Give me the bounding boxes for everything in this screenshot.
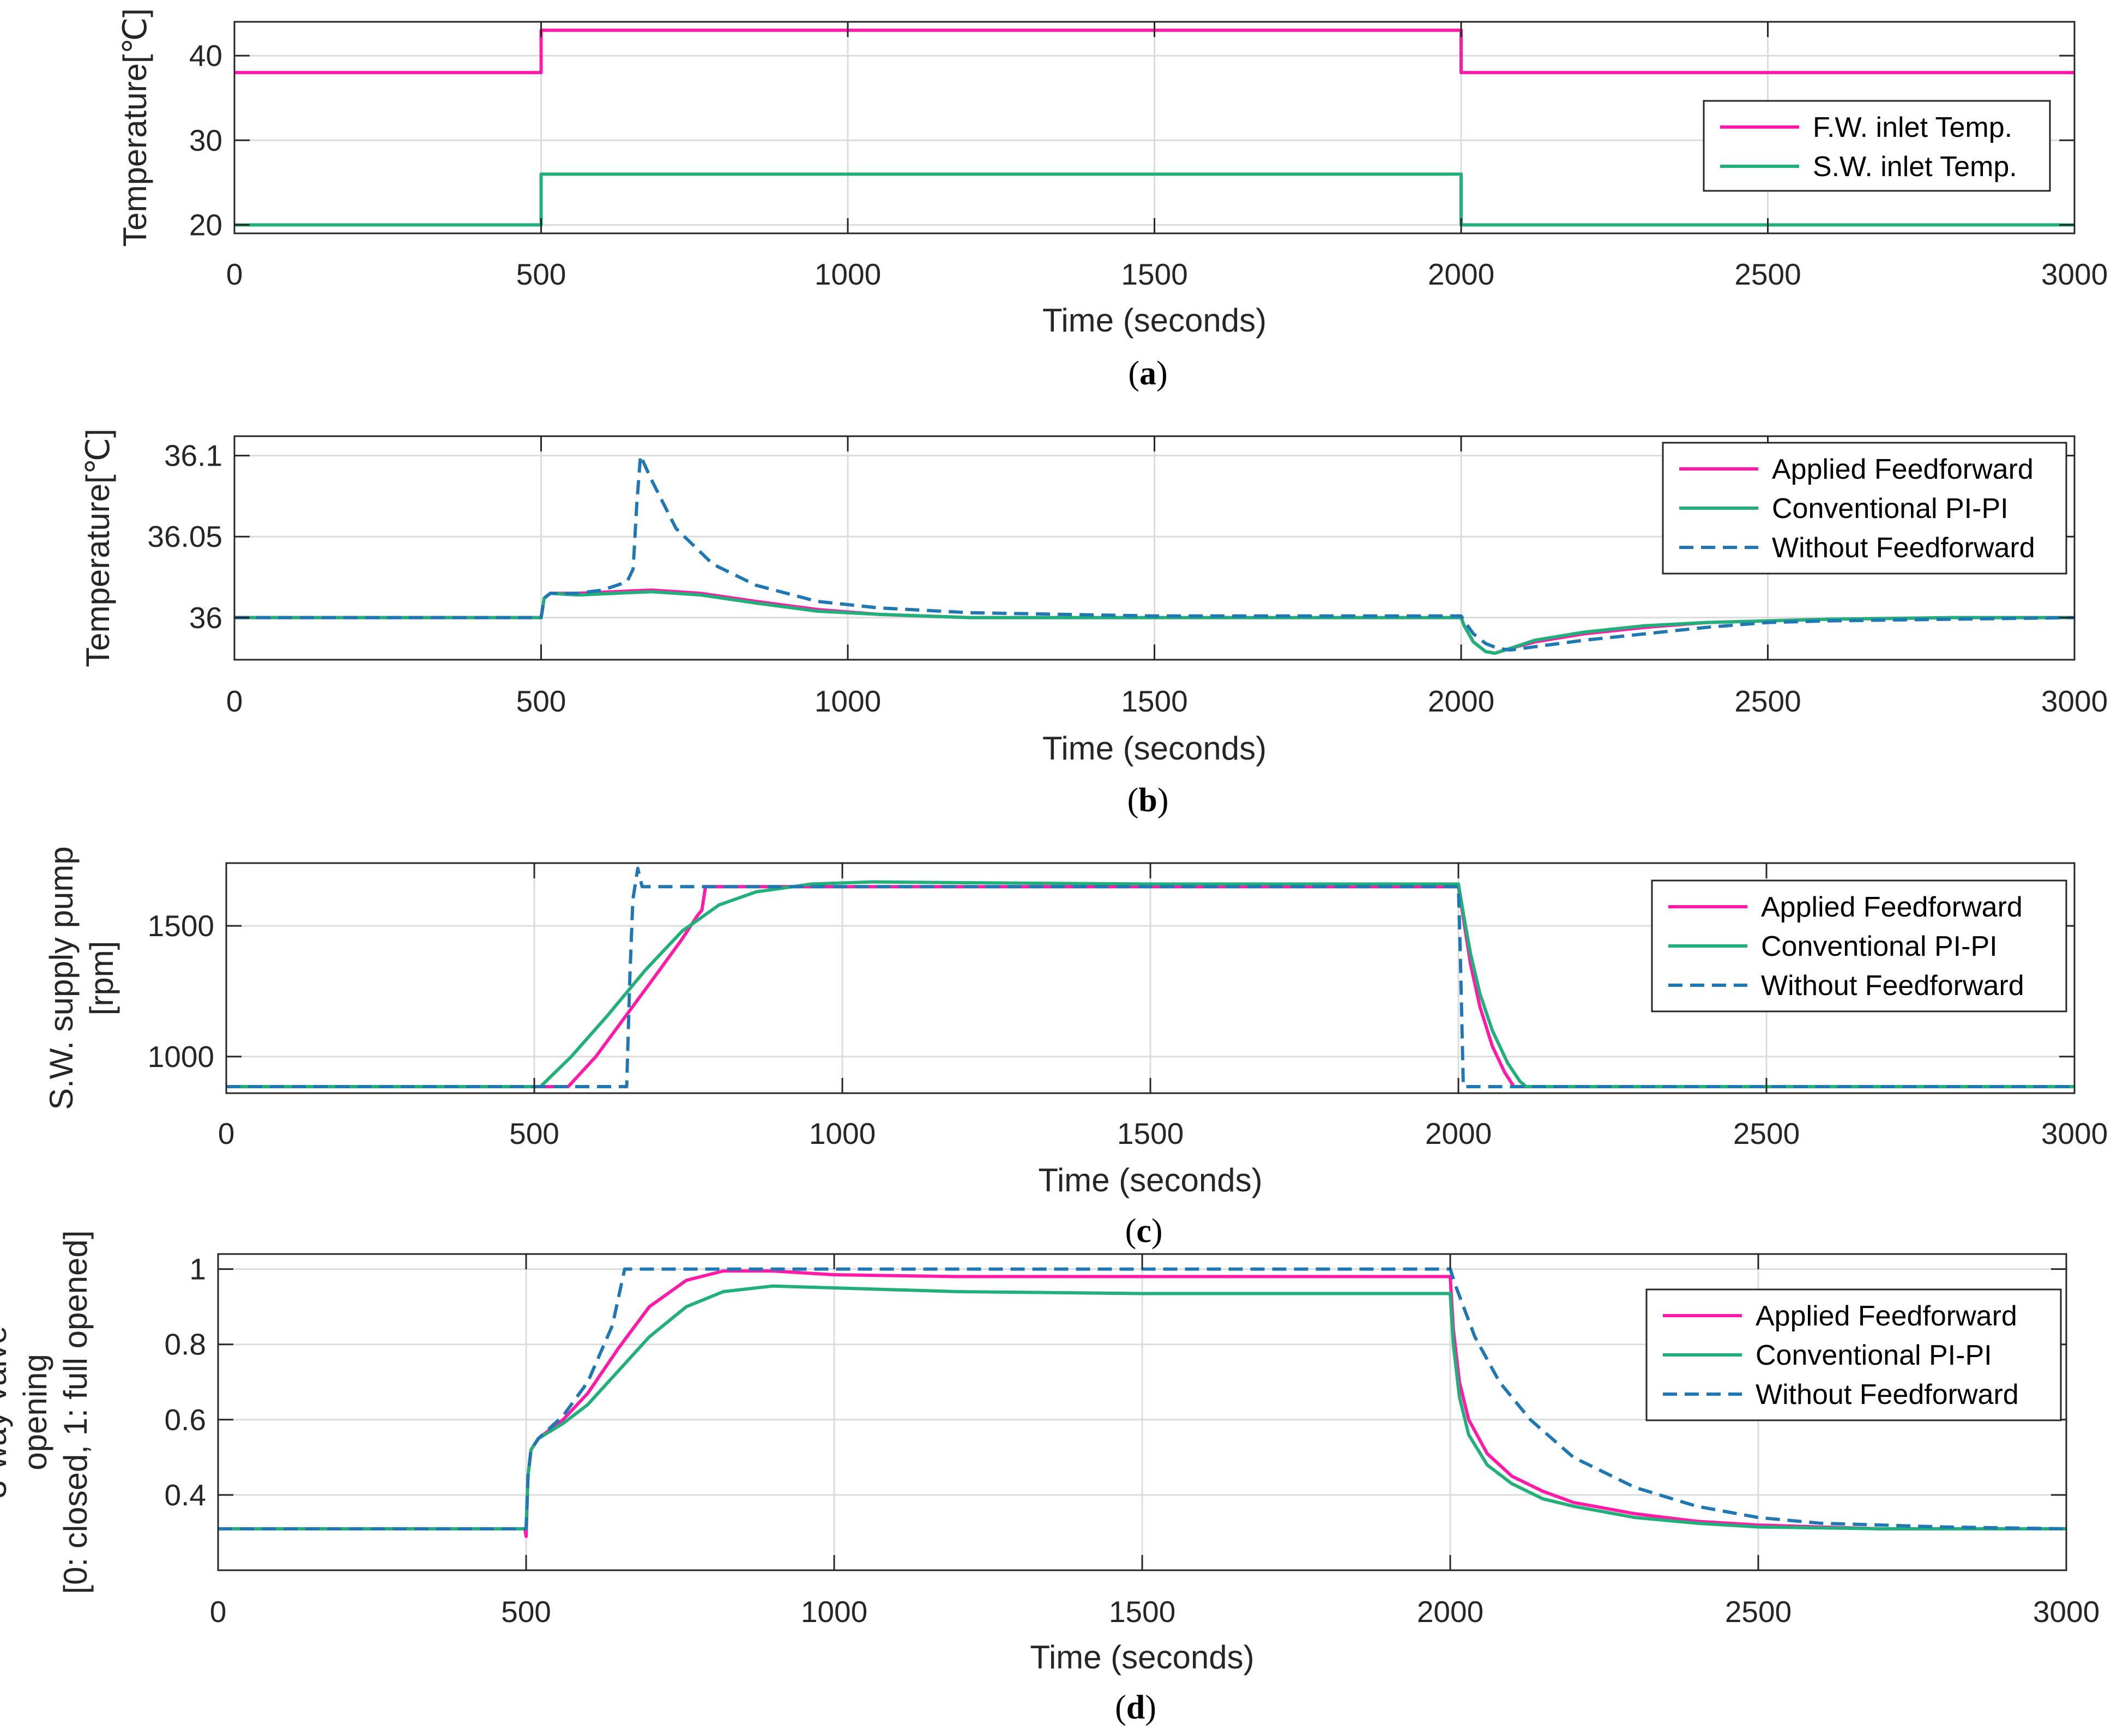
y-tick-label: 1000 bbox=[148, 1040, 214, 1074]
x-tick-label: 1500 bbox=[1121, 257, 1187, 291]
series-group-c bbox=[226, 866, 2074, 1088]
y-tick-label: 1500 bbox=[148, 909, 214, 943]
series-group-b bbox=[234, 454, 2074, 655]
x-tick-label: 1000 bbox=[801, 1595, 867, 1629]
x-tick-label: 3000 bbox=[2041, 257, 2108, 291]
legend-a: F.W. inlet Temp. S.W. inlet Temp. bbox=[1703, 100, 2051, 192]
x-axis-label: Time (seconds) bbox=[1042, 730, 1266, 767]
chart-panel-b: 0 500 1000 1500 2000 2500 3000 36 36.05 36.1 Time … bbox=[80, 429, 2108, 819]
x-tick-label: 2500 bbox=[1725, 1595, 1792, 1629]
series-line-f-w-inlet-temp- bbox=[234, 28, 2074, 75]
legend-entry-label: Conventional PI-PI bbox=[1772, 493, 2009, 525]
x-tick-label: 3000 bbox=[2033, 1595, 2100, 1629]
x-tick-label: 1500 bbox=[1117, 1117, 1184, 1150]
x-tick-label: 0 bbox=[226, 257, 243, 291]
legend-d: Applied Feedforward Conventional PI-PI Wit… bbox=[1645, 1288, 2062, 1421]
legend-entry-label: F.W. inlet Temp. bbox=[1813, 112, 2012, 143]
legend-entry-label: S.W. inlet Temp. bbox=[1813, 151, 2017, 183]
series-line-conventional-pi-pi bbox=[226, 880, 2074, 1088]
x-tick-label: 1500 bbox=[1109, 1595, 1175, 1629]
panel-label: (c) bbox=[1125, 1213, 1163, 1250]
y-tick-label: 30 bbox=[189, 123, 222, 157]
x-tick-label: 0 bbox=[210, 1595, 227, 1629]
legend-c: Applied Feedforward Conventional PI-PI Wit… bbox=[1651, 879, 2067, 1012]
chart-panel-a: 0 500 1000 1500 2000 2500 3000 20 30 40 Time (seco… bbox=[117, 8, 2108, 392]
x-tick-label: 2500 bbox=[1733, 1117, 1800, 1150]
y-tick-label: 0.4 bbox=[165, 1478, 206, 1512]
y-axis-label: Temperature[℃] bbox=[80, 429, 116, 667]
legend-entry-label: Conventional PI-PI bbox=[1756, 1340, 1992, 1371]
series-line-s-w-inlet-temp- bbox=[234, 172, 2074, 227]
y-tick-label: 36.05 bbox=[147, 520, 222, 553]
series-line-without-feedforward bbox=[234, 454, 2074, 652]
x-tick-label: 2500 bbox=[1734, 684, 1801, 718]
x-tick-label: 500 bbox=[509, 1117, 559, 1150]
x-tick-label: 2000 bbox=[1428, 257, 1494, 291]
legend-entry-label: Applied Feedforward bbox=[1756, 1300, 2017, 1332]
x-axis-label: Time (seconds) bbox=[1038, 1162, 1262, 1198]
x-tick-label: 500 bbox=[501, 1595, 551, 1629]
legend-entry-label: Without Feedforward bbox=[1761, 970, 2024, 1002]
chart-panel-d: 0 500 1000 1500 2000 2500 3000 0.4 0.6 0.8 1 Time (… bbox=[0, 1230, 2100, 1726]
legend-entry-label: Applied Feedforward bbox=[1772, 454, 2034, 485]
x-tick-label: 500 bbox=[516, 684, 566, 718]
x-tick-label: 0 bbox=[226, 684, 243, 718]
y-tick-label: 0.8 bbox=[165, 1328, 206, 1361]
x-tick-label: 1000 bbox=[815, 684, 881, 718]
y-axis-label: S.W. supply pump [rpm] bbox=[43, 846, 120, 1110]
y-tick-label: 0.6 bbox=[165, 1403, 206, 1437]
legend-entry-label: Without Feedforward bbox=[1756, 1379, 2019, 1410]
x-tick-label: 2000 bbox=[1428, 684, 1494, 718]
chart-panel-c: 0 500 1000 1500 2000 2500 3000 1000 1500 Time (se… bbox=[43, 846, 2108, 1250]
y-tick-label: 40 bbox=[189, 39, 222, 73]
legend-entry-label: Applied Feedforward bbox=[1761, 891, 2023, 923]
legend-entry-label: Without Feedforward bbox=[1772, 532, 2035, 564]
y-axis-label: 3-way valve opening [0: closed, 1: full op… bbox=[0, 1230, 94, 1594]
series-line-without-feedforward bbox=[226, 866, 2074, 1088]
series-group-a bbox=[234, 28, 2074, 227]
panel-label: (b) bbox=[1127, 782, 1169, 819]
panel-label: (a) bbox=[1128, 355, 1167, 392]
x-tick-label: 1500 bbox=[1121, 684, 1187, 718]
x-axis-label: Time (seconds) bbox=[1030, 1639, 1254, 1675]
panel-label: (d) bbox=[1115, 1689, 1156, 1726]
x-tick-label: 2000 bbox=[1425, 1117, 1492, 1150]
series-line-conventional-pi-pi bbox=[218, 1284, 2066, 1530]
x-tick-label: 3000 bbox=[2041, 684, 2108, 718]
y-tick-label: 36.1 bbox=[164, 439, 222, 473]
x-axis-label: Time (seconds) bbox=[1042, 302, 1266, 339]
x-tick-label: 2500 bbox=[1734, 257, 1801, 291]
x-tick-label: 1000 bbox=[809, 1117, 876, 1150]
x-tick-label: 500 bbox=[516, 257, 566, 291]
x-tick-label: 3000 bbox=[2041, 1117, 2108, 1150]
y-axis-label: Temperature[℃] bbox=[117, 8, 153, 247]
legend-b: Applied Feedforward Conventional PI-PI Wit… bbox=[1662, 442, 2067, 575]
y-tick-label: 36 bbox=[189, 601, 222, 635]
x-tick-label: 2000 bbox=[1417, 1595, 1483, 1629]
legend-box bbox=[1703, 100, 2051, 192]
y-tick-label: 20 bbox=[189, 208, 222, 242]
legend-box bbox=[1645, 1288, 2062, 1421]
y-tick-label: 1 bbox=[189, 1252, 206, 1286]
legend-entry-label: Conventional PI-PI bbox=[1761, 931, 1998, 962]
x-tick-label: 0 bbox=[218, 1117, 235, 1150]
x-tick-label: 1000 bbox=[815, 257, 881, 291]
